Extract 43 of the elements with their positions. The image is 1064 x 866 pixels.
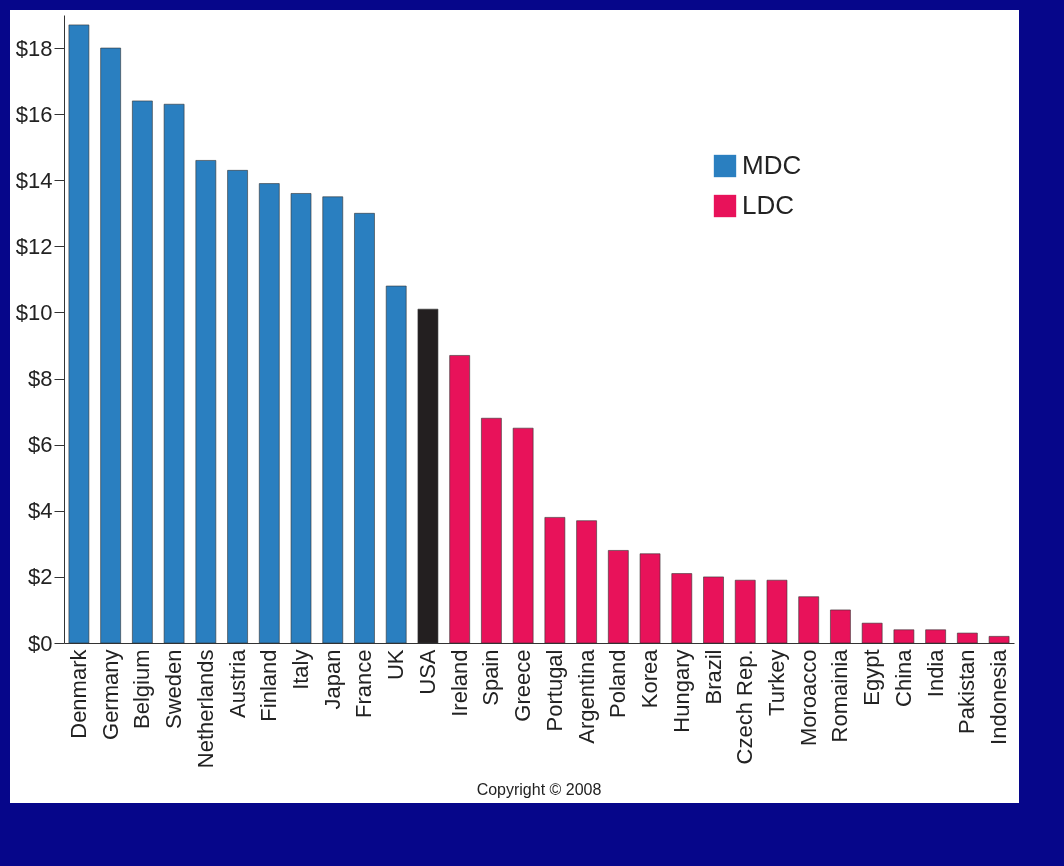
x-tick-label: Korea [637, 648, 663, 709]
y-tick-label: $14 [15, 167, 53, 193]
x-tick-label: UK [383, 649, 409, 681]
x-tick-label: France [351, 649, 377, 718]
x-tick-label: Belgium [129, 649, 155, 729]
x-tick-label: Austria [224, 648, 250, 718]
y-tick-label: $12 [15, 233, 53, 259]
x-tick-label: Finland [256, 649, 282, 722]
x-tick-label: Netherlands [192, 649, 218, 769]
y-tick-label: $0 [28, 630, 53, 656]
legend-label: MDC [742, 150, 802, 180]
x-tick-label: Brazil [700, 649, 726, 705]
x-tick-label: India [922, 648, 948, 698]
x-tick-label: Poland [605, 649, 631, 719]
legend-label: LDC [742, 190, 795, 220]
x-tick-label: Greece [510, 649, 536, 722]
y-tick-label: $18 [15, 35, 53, 61]
x-tick-label: Denmark [65, 648, 91, 739]
x-tick-label: Hungary [668, 649, 694, 733]
x-tick-label: Portugal [541, 649, 567, 732]
x-tick-label: Romainia [827, 648, 853, 743]
y-tick-label: $4 [28, 498, 53, 524]
x-tick-label: Japan [319, 649, 345, 710]
x-tick-label: Czech Rep. [732, 649, 758, 765]
y-tick-label: $6 [28, 432, 53, 458]
x-tick-label: Italy [288, 649, 314, 690]
x-tick-label: Sweden [161, 649, 187, 730]
y-tick-label: $8 [28, 366, 53, 392]
x-tick-label: Indonesia [986, 648, 1012, 745]
x-tick-label: USA [414, 649, 440, 695]
x-tick-label: Egypt [859, 649, 885, 706]
x-tick-label: Germany [97, 649, 123, 740]
x-tick-label: China [890, 648, 916, 707]
x-tick-label: Moroacco [795, 649, 821, 747]
text: Copyright © 2008 [476, 780, 602, 798]
x-tick-label: Argentina [573, 648, 599, 744]
y-tick-label: $16 [15, 101, 53, 127]
y-tick-label: $10 [15, 299, 53, 325]
x-tick-label: Turkey [763, 649, 789, 716]
x-tick-label: Ireland [446, 649, 472, 717]
x-tick-label: Spain [478, 649, 504, 706]
x-tick-label: Pakistan [954, 649, 980, 734]
y-tick-label: $2 [28, 564, 53, 590]
